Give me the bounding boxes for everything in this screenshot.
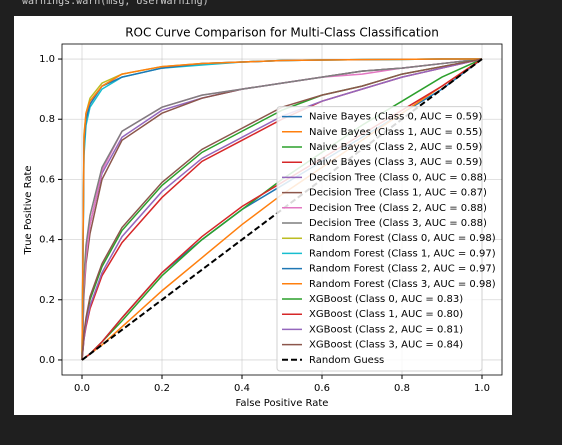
y-tick-label: 0.2 [39, 295, 55, 306]
legend: Naive Bayes (Class 0, AUC = 0.59) Naive B… [276, 106, 496, 372]
y-tick-label: 0.0 [39, 355, 55, 366]
x-tick-label: 0.2 [154, 383, 170, 394]
legend-label: XGBoost (Class 3, AUC = 0.84) [309, 340, 463, 351]
legend-box [276, 106, 483, 372]
legend-label: Decision Tree (Class 0, AUC = 0.88) [309, 172, 487, 183]
legend-label: Naive Bayes (Class 2, AUC = 0.59) [309, 142, 482, 153]
x-tick-label: 0.4 [234, 383, 250, 394]
legend-label: Decision Tree (Class 1, AUC = 0.87) [309, 188, 487, 199]
legend-label: XGBoost (Class 2, AUC = 0.81) [309, 324, 463, 335]
y-tick-label: 0.8 [39, 114, 55, 125]
legend-label: Random Forest (Class 0, AUC = 0.98) [309, 233, 496, 244]
roc-line [81, 58, 483, 361]
legend-label: Random Forest (Class 1, AUC = 0.97) [309, 248, 496, 259]
y-tick-label: 0.4 [39, 235, 55, 246]
x-tick-label: 0.0 [74, 383, 90, 394]
legend-label: Naive Bayes (Class 3, AUC = 0.59) [309, 157, 482, 168]
legend-label: Random Forest (Class 2, AUC = 0.97) [309, 264, 496, 275]
x-tick-label: 1.0 [474, 383, 490, 394]
console-text: warnings.warn(msg, UserWarning) [22, 0, 209, 7]
legend-label: Random Guess [309, 355, 384, 366]
plot-frame [61, 43, 503, 376]
roc-line [81, 58, 483, 360]
x-axis-label: False Positive Rate [236, 398, 329, 409]
y-tick-label: 0.6 [39, 174, 55, 185]
x-tick-label: 0.6 [314, 383, 330, 394]
x-tick-label: 0.8 [394, 383, 410, 394]
legend-label: Decision Tree (Class 2, AUC = 0.88) [309, 203, 487, 214]
legend-label: Naive Bayes (Class 1, AUC = 0.55) [309, 127, 482, 138]
y-tick-label: 1.0 [39, 54, 55, 65]
roc-line [81, 58, 483, 361]
y-axis-label: True Positive Rate [23, 165, 34, 255]
roc-line [81, 58, 482, 360]
legend-label: Random Forest (Class 3, AUC = 0.98) [309, 279, 496, 290]
legend-label: XGBoost (Class 1, AUC = 0.80) [309, 309, 463, 320]
chart-title: ROC Curve Comparison for Multi-Class Cla… [125, 26, 439, 40]
legend-label: Naive Bayes (Class 0, AUC = 0.59) [309, 112, 482, 123]
legend-label: Decision Tree (Class 3, AUC = 0.88) [309, 218, 487, 229]
legend-label: XGBoost (Class 0, AUC = 0.83) [309, 294, 463, 305]
